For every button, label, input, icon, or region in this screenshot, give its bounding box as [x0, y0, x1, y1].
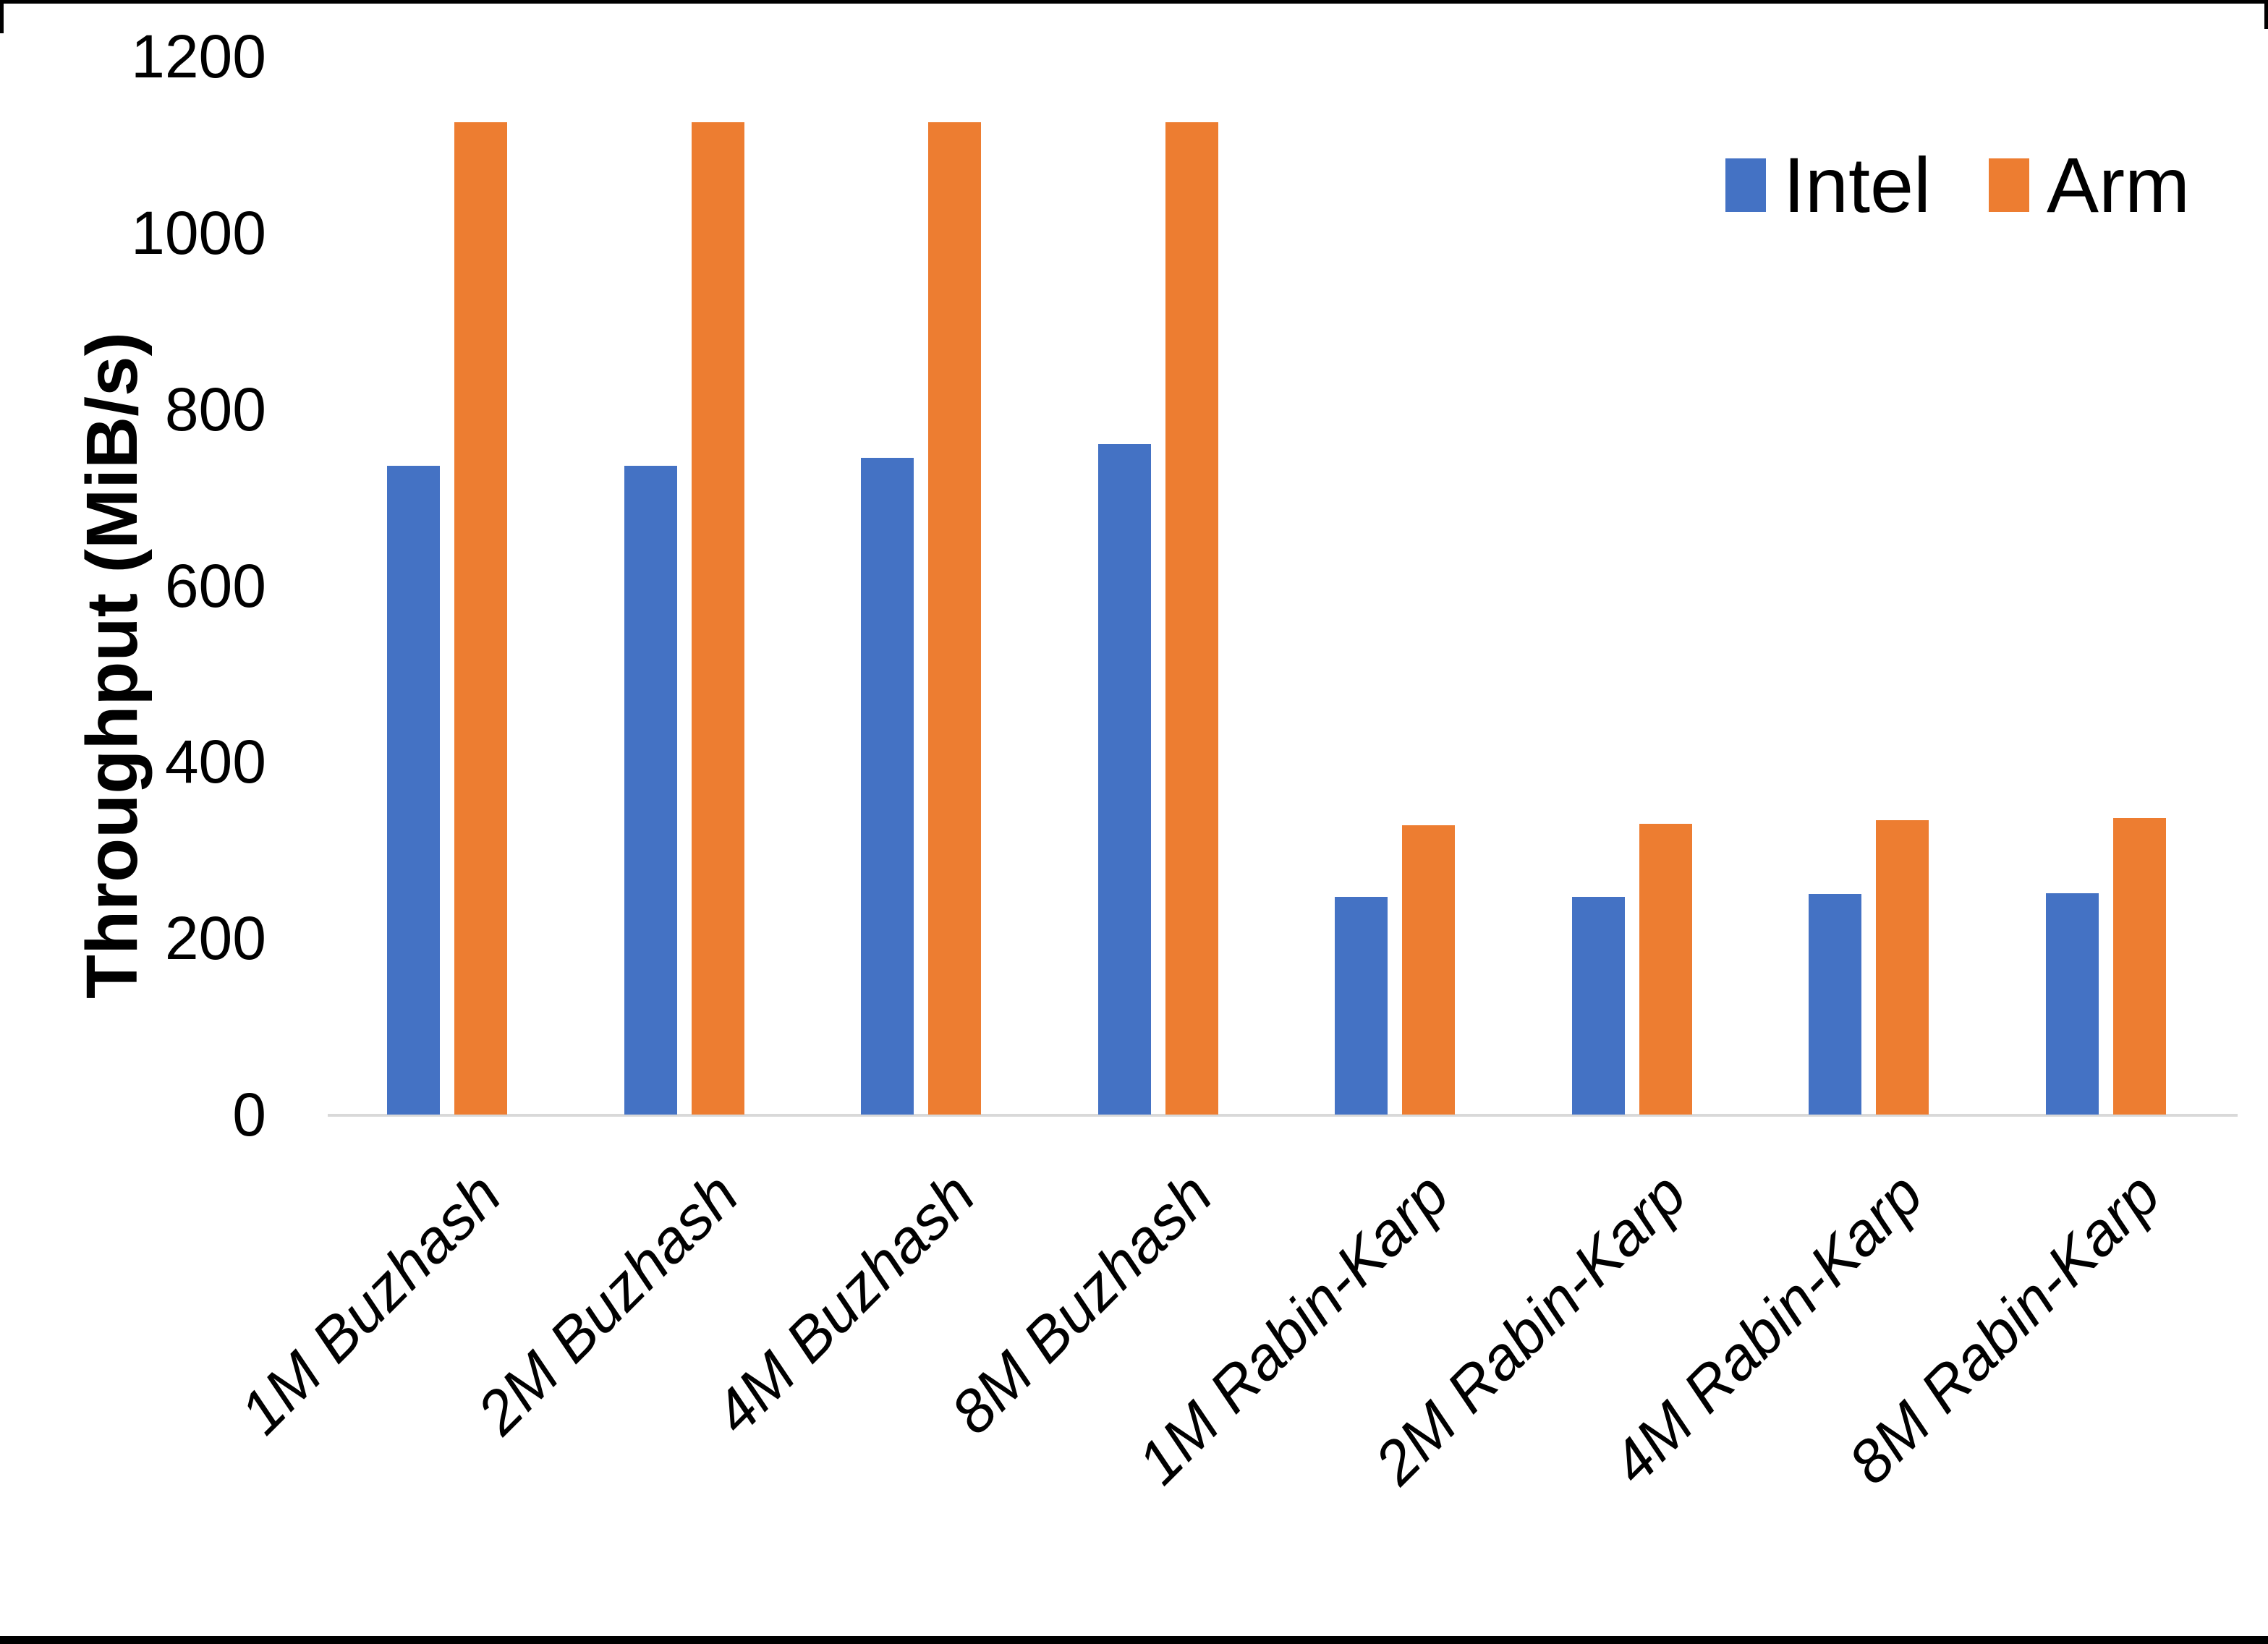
bar-arm-2m-buzhash	[691, 122, 744, 1115]
y-tick-label-600: 600	[164, 551, 266, 620]
bar-arm-2m-rabin-karp	[1639, 823, 1692, 1115]
bar-arm-4m-rabin-karp	[1876, 819, 1929, 1115]
bar-intel-8m-buzhash	[1097, 444, 1151, 1115]
bar-intel-4m-rabin-karp	[1809, 894, 1861, 1115]
y-tick-label-0: 0	[232, 1081, 266, 1149]
legend-label-arm: Arm	[2047, 141, 2190, 229]
legend-swatch-intel	[1725, 158, 1766, 212]
bar-arm-1m-buzhash	[454, 122, 507, 1115]
bar-intel-1m-buzhash	[387, 465, 440, 1115]
x-axis-line	[328, 1114, 2238, 1117]
legend-item-intel: Intel	[1725, 142, 1931, 229]
legend-label-intel: Intel	[1783, 141, 1932, 229]
y-tick-label-800: 800	[164, 375, 266, 443]
y-tick-label-400: 400	[164, 728, 266, 796]
bar-intel-4m-buzhash	[861, 457, 914, 1115]
page-edge-left	[0, 0, 4, 33]
page-edge-bottom	[0, 1636, 2268, 1644]
bar-arm-8m-buzhash	[1165, 122, 1218, 1115]
page-edge-right	[2264, 0, 2268, 29]
legend-item-arm: Arm	[1989, 142, 2190, 229]
chart-legend: Intel Arm	[1725, 142, 2190, 229]
y-tick-label-1200: 1200	[131, 22, 266, 90]
bar-arm-1m-rabin-karp	[1402, 825, 1455, 1115]
bar-arm-4m-buzhash	[928, 122, 981, 1115]
bar-arm-8m-rabin-karp	[2112, 818, 2166, 1115]
bar-intel-1m-rabin-karp	[1335, 896, 1388, 1115]
bar-intel-2m-rabin-karp	[1571, 896, 1625, 1115]
y-axis-title: Throughput (MiB/s)	[72, 332, 153, 999]
y-tick-label-200: 200	[164, 904, 266, 973]
bar-intel-2m-buzhash	[624, 465, 677, 1115]
page-edge-top	[0, 0, 2268, 4]
legend-swatch-arm	[1989, 158, 2030, 212]
bar-intel-8m-rabin-karp	[2045, 893, 2099, 1115]
y-tick-label-1000: 1000	[131, 198, 266, 267]
